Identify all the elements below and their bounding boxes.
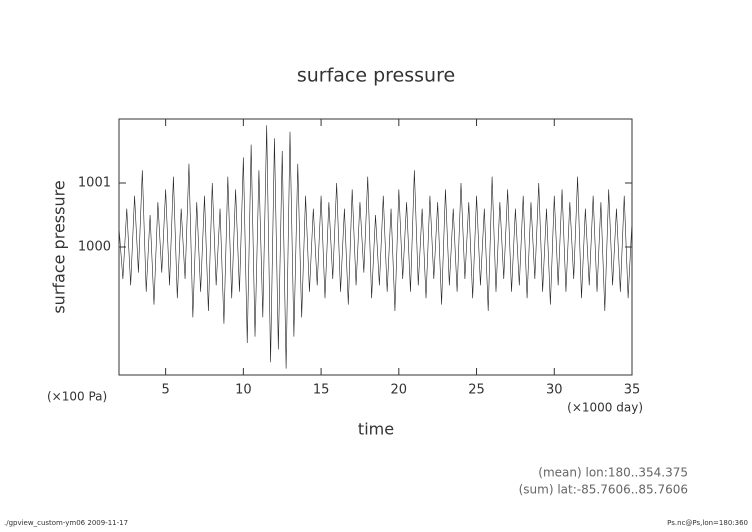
- y-tick-label: 1001: [78, 176, 111, 191]
- x-axis-label: time: [358, 420, 394, 439]
- chart-title: surface pressure: [297, 65, 455, 87]
- x-tick-label: 5: [161, 383, 169, 398]
- x-tick-label: 10: [235, 383, 252, 398]
- annotation: (mean) lon:180..354.375: [538, 466, 688, 480]
- data-line: [118, 125, 633, 369]
- annotation: (sum) lat:-85.7606..85.7606: [519, 483, 688, 497]
- x-tick-label: 30: [546, 383, 563, 398]
- plot-frame: [118, 118, 633, 376]
- footer: Ps.nc@Ps,lon=180:360: [667, 519, 748, 527]
- x-units: (×1000 day): [567, 401, 643, 415]
- x-tick-label: 25: [468, 383, 485, 398]
- x-tick-label: 15: [313, 383, 330, 398]
- x-tick-label: 35: [624, 383, 641, 398]
- y-tick-label: 1000: [78, 240, 111, 255]
- footer: ./gpview_custom-ym06 2009-11-17: [4, 519, 128, 527]
- y-axis-label: surface pressure: [50, 180, 69, 313]
- x-tick-label: 20: [391, 383, 408, 398]
- y-units: (×100 Pa): [47, 390, 107, 404]
